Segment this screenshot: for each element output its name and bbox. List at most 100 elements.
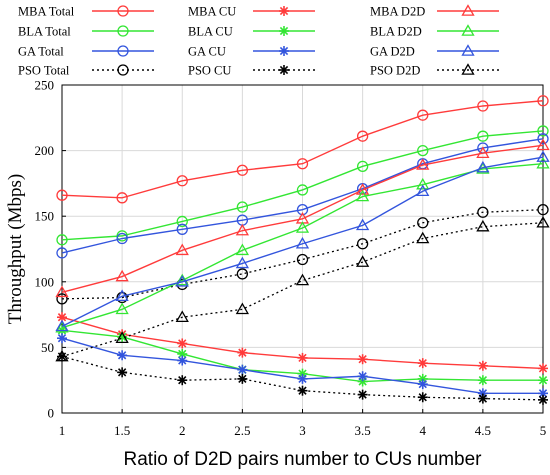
- data-point-ga-total: [296, 203, 309, 216]
- data-point-mba-total: [236, 164, 249, 176]
- legend-label: BLA CU: [188, 25, 233, 39]
- data-point-mba-total: [477, 100, 489, 112]
- legend-entry-mba-total: MBA Total: [18, 5, 154, 19]
- data-point-mba-cu: [237, 347, 248, 358]
- legend-entry-bla-d2d: BLA D2D: [370, 24, 499, 39]
- data-point-pso-d2d: [115, 331, 129, 343]
- data-point-pso-total: [537, 203, 549, 216]
- data-point-bla-total: [417, 144, 429, 157]
- data-point-bla-d2d: [536, 156, 550, 169]
- data-point-ga-d2d: [416, 184, 430, 197]
- series-layer: [55, 95, 550, 405]
- series-line-pso-total: [61, 208, 544, 300]
- legend-entry-ga-cu: GA CU: [188, 45, 315, 59]
- legend-label: GA Total: [18, 45, 64, 59]
- legend-marker: [279, 65, 289, 75]
- series-mba-cu: [57, 312, 548, 374]
- y-tick-label: 200: [35, 143, 55, 158]
- data-point-pso-total: [56, 293, 68, 305]
- series-pso-d2d: [55, 215, 550, 362]
- y-tick-label: 150: [35, 209, 55, 224]
- data-point-mba-cu: [177, 338, 188, 349]
- legend-label: PSO CU: [188, 64, 231, 78]
- data-point-ga-d2d: [295, 236, 310, 249]
- data-point-bla-total: [176, 215, 188, 228]
- legend: MBA Total BLA Total GA Total PSO Total MBA C…: [18, 4, 499, 78]
- legend-entry-mba-d2d: MBA D2D: [370, 4, 499, 19]
- data-point-mba-cu: [538, 363, 548, 374]
- data-point-bla-d2d: [356, 189, 370, 202]
- data-point-ga-total: [176, 223, 188, 235]
- series-ga-d2d: [55, 150, 550, 332]
- data-point-bla-total: [236, 201, 249, 213]
- legend-label: MBA Total: [18, 5, 75, 19]
- data-point-pso-d2d: [476, 219, 490, 232]
- data-point-bla-total: [477, 130, 489, 142]
- data-point-pso-cu: [357, 389, 368, 400]
- data-point-mba-cu: [357, 354, 368, 365]
- data-point-ga-d2d: [115, 289, 129, 302]
- data-point-mba-d2d: [536, 138, 550, 151]
- x-tick-label: 2.5: [234, 423, 250, 438]
- data-point-pso-d2d: [55, 349, 69, 362]
- legend-marker: [117, 25, 129, 37]
- data-point-bla-total: [296, 184, 309, 196]
- legend-label: MBA D2D: [370, 5, 425, 19]
- data-point-ga-cu: [117, 350, 128, 361]
- legend-entry-pso-cu: PSO CU: [188, 64, 315, 78]
- data-point-mba-d2d: [476, 146, 490, 158]
- data-point-pso-d2d: [295, 273, 310, 286]
- x-tick-label: 1.5: [114, 423, 130, 438]
- data-point-ga-d2d: [55, 319, 69, 332]
- legend-entry-bla-cu: BLA CU: [188, 25, 315, 39]
- y-axis-title: Throughput (Mbps): [5, 174, 26, 324]
- legend-marker: [461, 4, 475, 16]
- legend-label: GA CU: [188, 45, 226, 59]
- legend-marker: [461, 44, 475, 56]
- data-point-pso-total: [296, 253, 309, 266]
- legend-label: BLA Total: [18, 25, 71, 39]
- y-tick-label: 100: [35, 274, 55, 289]
- data-point-mba-total: [537, 95, 549, 107]
- data-point-mba-total: [176, 175, 188, 187]
- data-point-pso-cu: [177, 375, 188, 386]
- data-point-ga-total: [56, 247, 68, 259]
- legend-label: MBA CU: [188, 5, 236, 19]
- series-line-bla-d2d: [61, 163, 544, 329]
- data-point-pso-cu: [297, 385, 308, 396]
- data-point-bla-d2d: [235, 243, 249, 256]
- y-tick-label: 0: [48, 406, 55, 421]
- legend-marker: [461, 63, 475, 75]
- data-point-bla-cu: [177, 348, 188, 359]
- data-point-ga-cu: [237, 364, 248, 375]
- legend-marker: [461, 24, 475, 36]
- legend-label: PSO Total: [18, 64, 70, 78]
- data-point-pso-total: [417, 217, 429, 229]
- data-point-ga-total: [116, 232, 128, 245]
- data-point-mba-total: [56, 189, 68, 201]
- legend-label: GA D2D: [370, 45, 415, 59]
- data-point-bla-total: [56, 234, 68, 246]
- data-point-mba-d2d: [356, 183, 370, 195]
- legend-marker: [117, 45, 129, 57]
- data-point-mba-total: [116, 192, 128, 204]
- data-point-mba-d2d: [55, 285, 69, 298]
- x-tick-label: 1: [59, 423, 66, 438]
- data-point-pso-d2d: [536, 215, 550, 228]
- data-point-pso-cu: [237, 373, 248, 384]
- data-point-pso-d2d: [235, 302, 249, 315]
- data-point-pso-cu: [417, 392, 428, 403]
- legend-label: PSO D2D: [370, 64, 420, 78]
- x-tick-label: 2: [179, 423, 186, 438]
- data-point-pso-total: [477, 206, 489, 218]
- data-point-ga-d2d: [175, 274, 189, 287]
- data-point-ga-d2d: [235, 256, 249, 269]
- series-bla-d2d: [55, 156, 550, 333]
- series-line-ga-d2d: [61, 156, 544, 328]
- data-point-bla-d2d: [175, 273, 189, 286]
- data-point-bla-d2d: [55, 320, 69, 333]
- x-axis-title: Ratio of D2D pairs number to CUs number: [124, 449, 483, 470]
- data-point-mba-cu: [417, 358, 428, 369]
